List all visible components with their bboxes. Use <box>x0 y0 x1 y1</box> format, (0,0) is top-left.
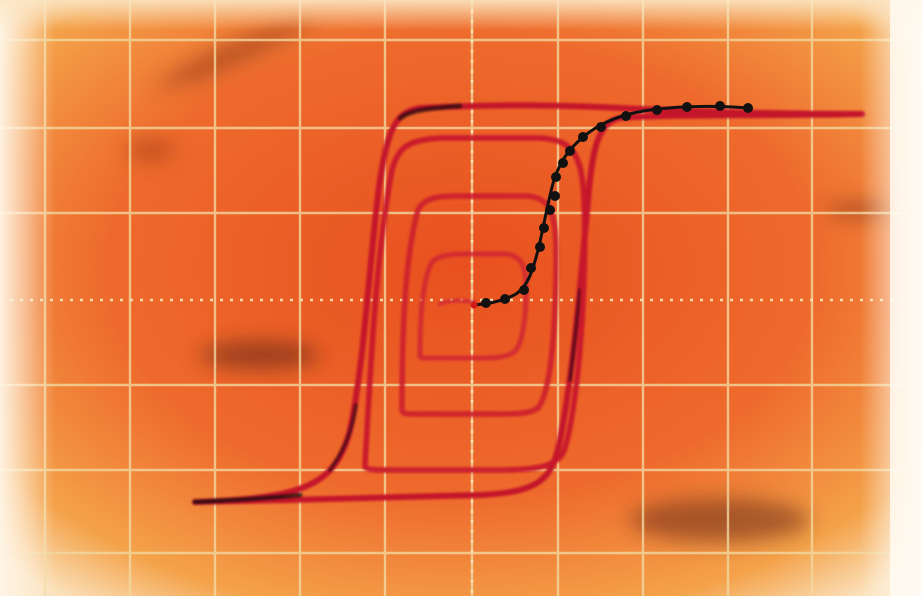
curve-point <box>682 102 692 112</box>
curve-point <box>481 298 491 308</box>
left-glare <box>0 0 55 596</box>
curve-point <box>565 146 575 156</box>
curve-point <box>715 101 725 111</box>
curve-point <box>578 132 588 142</box>
curve-point <box>558 158 568 168</box>
right-bezel <box>890 0 922 596</box>
curve-point <box>652 105 662 115</box>
curve-point <box>526 263 536 273</box>
top-glare <box>0 0 922 30</box>
curve-point <box>596 122 606 132</box>
curve-point <box>550 191 560 201</box>
curve-point <box>621 111 631 121</box>
curve-point <box>535 242 545 252</box>
curve-point <box>471 302 478 309</box>
curve-point <box>519 285 529 295</box>
curve-point <box>545 205 555 215</box>
curve-point <box>500 294 510 304</box>
curve-point <box>551 172 561 182</box>
curve-point <box>539 223 549 233</box>
curve-point <box>743 103 753 113</box>
